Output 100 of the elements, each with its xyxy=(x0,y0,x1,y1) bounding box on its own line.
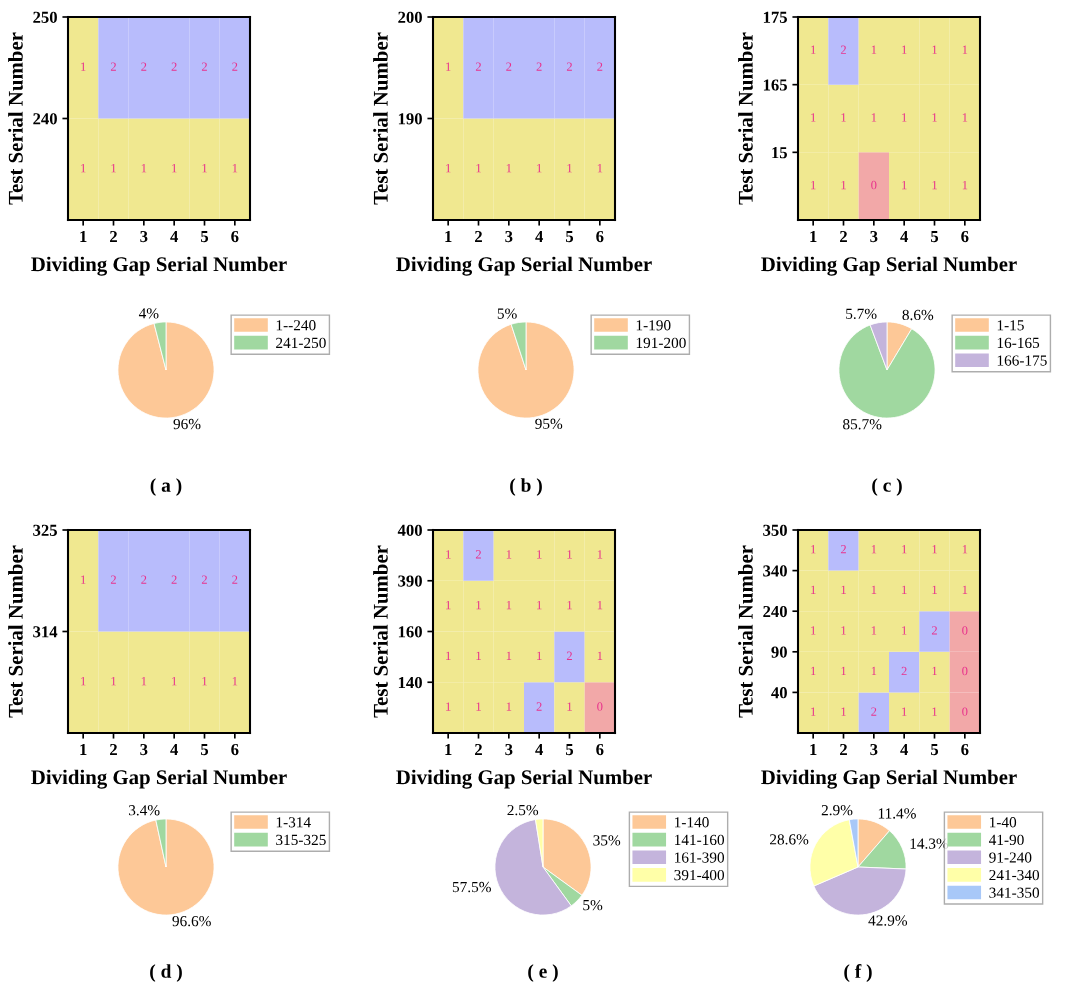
x-tick-label: 6 xyxy=(596,743,604,756)
data-label: 95% xyxy=(535,418,563,429)
data-label: 1 xyxy=(871,545,877,554)
x-axis-title: Dividing Gap Serial Number xyxy=(396,769,652,789)
data-label: 28.6% xyxy=(770,834,809,845)
data-label: 1 xyxy=(811,113,816,122)
data-label: 0 xyxy=(962,707,968,716)
data-label: 3.4% xyxy=(128,805,160,816)
x-axis-title: Dividing Gap Serial Number xyxy=(761,769,1017,789)
data-label: 1 xyxy=(141,677,147,686)
x-axis-title: Dividing Gap Serial Number xyxy=(396,256,652,276)
data-label: 1 xyxy=(506,702,512,711)
y-tick-label: 350 xyxy=(763,524,787,536)
data-label: 14.3% xyxy=(910,838,949,849)
legend-label: 91-240 xyxy=(989,852,1032,863)
x-tick-label: 5 xyxy=(931,744,939,756)
data-label: 2 xyxy=(536,62,542,71)
text: ( a ) xyxy=(150,478,182,496)
legend-label: 1-40 xyxy=(990,817,1017,828)
data-label: 2 xyxy=(840,545,846,554)
x-tick-label: 6 xyxy=(961,743,969,756)
data-label: 1 xyxy=(597,651,603,660)
data-label: 2 xyxy=(475,62,481,71)
legend-label: 241-250 xyxy=(276,337,326,349)
y-tick-label: 40 xyxy=(771,687,787,699)
data-label: 1 xyxy=(476,702,481,711)
y-tick-label: 190 xyxy=(398,113,422,125)
data-label: 1 xyxy=(567,600,572,610)
data-label: 1 xyxy=(811,626,816,635)
x-tick-label: 1 xyxy=(445,743,452,755)
data-label: 1 xyxy=(232,677,238,686)
data-label: 2 xyxy=(141,575,147,584)
x-tick-label: 3 xyxy=(505,230,513,243)
data-label: 1 xyxy=(902,707,907,716)
data-label: 1 xyxy=(932,113,937,122)
data-label: 1 xyxy=(902,585,907,594)
y-axis-title: Test Serial Number xyxy=(738,32,753,205)
data-label: 1 xyxy=(476,651,481,660)
data-label: 1 xyxy=(567,164,572,173)
data-label: 1 xyxy=(597,600,603,610)
data-label: 1 xyxy=(841,180,846,190)
data-label: 0 xyxy=(962,626,968,635)
data-label: 1 xyxy=(932,545,937,554)
pie-slice xyxy=(117,321,215,419)
data-label: 1 xyxy=(597,164,603,173)
x-tick-label: 4 xyxy=(900,231,909,242)
data-label: 2 xyxy=(901,666,907,676)
y-axis-title: Test Serial Number xyxy=(738,545,753,718)
y-tick-label: 140 xyxy=(398,676,422,689)
x-tick-label: 1 xyxy=(810,230,817,242)
data-label: 4% xyxy=(138,308,159,319)
data-label: 1 xyxy=(962,113,968,122)
data-label: 5.7% xyxy=(846,308,877,320)
data-label: 1 xyxy=(841,585,846,594)
data-label: 5% xyxy=(583,899,603,911)
x-tick-label: 3 xyxy=(140,230,148,243)
x-tick-label: 1 xyxy=(810,743,817,755)
x-tick-label: 2 xyxy=(110,230,117,242)
x-tick-label: 4 xyxy=(170,744,179,755)
data-label: 1 xyxy=(962,545,968,554)
x-tick-label: 2 xyxy=(475,230,482,242)
data-label: 42.9% xyxy=(868,915,908,926)
data-label: 1 xyxy=(871,113,877,122)
x-axis-title: Dividing Gap Serial Number xyxy=(761,256,1017,276)
data-label: 2 xyxy=(931,626,937,635)
data-label: 2.5% xyxy=(507,804,539,816)
x-tick-label: 4 xyxy=(535,231,544,242)
legend-label: 391-400 xyxy=(674,869,725,881)
x-tick-label: 1 xyxy=(80,743,87,755)
data-label: 85.7% xyxy=(843,419,882,430)
data-label: 1 xyxy=(446,651,451,660)
y-tick-label: 175 xyxy=(763,11,787,23)
data-label: 2 xyxy=(141,62,147,71)
data-label: 1 xyxy=(202,164,207,173)
x-tick-label: 1 xyxy=(80,230,87,242)
x-tick-label: 4 xyxy=(535,744,544,755)
legend-label: 166-175 xyxy=(997,355,1047,366)
data-label: 1 xyxy=(111,677,116,686)
data-label: 1 xyxy=(932,585,937,594)
data-label: 1 xyxy=(902,180,907,190)
y-tick-label: 15 xyxy=(772,147,787,159)
legend-label: 1-140 xyxy=(675,817,709,828)
y-tick-label: 160 xyxy=(398,626,422,638)
data-label: 1 xyxy=(962,45,968,54)
pie-slice xyxy=(477,321,575,419)
x-tick-label: 3 xyxy=(870,230,878,243)
data-label: 96.6% xyxy=(172,915,211,927)
data-label: 1 xyxy=(172,677,177,686)
data-label: 1 xyxy=(81,164,86,173)
data-label: 2 xyxy=(536,702,542,711)
legend-label: 141-160 xyxy=(675,834,725,846)
data-label: 1 xyxy=(841,113,846,122)
data-label: 1 xyxy=(811,180,816,190)
y-tick-label: 325 xyxy=(33,524,57,536)
text: ( d ) xyxy=(150,964,182,982)
data-label: 1 xyxy=(537,651,542,660)
data-label: 2 xyxy=(475,550,481,559)
text: ( c ) xyxy=(872,478,902,496)
x-tick-label: 5 xyxy=(201,231,209,243)
legend-label: 41-90 xyxy=(988,834,1024,846)
